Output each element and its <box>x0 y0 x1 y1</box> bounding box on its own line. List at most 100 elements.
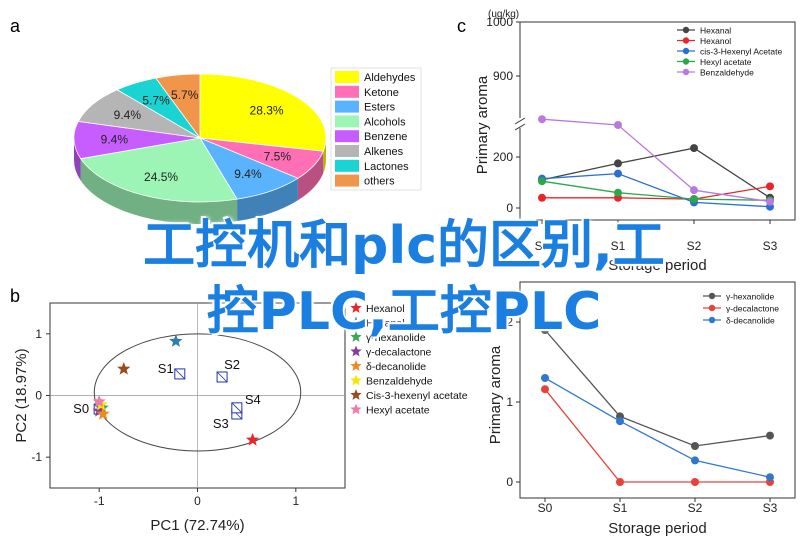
pie-side-0 <box>323 138 326 174</box>
c-xtick-label-0: S0 <box>535 239 550 253</box>
pie-label-5: 9.4% <box>114 108 142 122</box>
c-xlabel: Storage period <box>608 257 706 274</box>
pca-xtick-label-1: 0 <box>194 494 201 508</box>
pca-ylabel: PC2 (18.97%) <box>13 348 30 442</box>
pca-xtick-label-0: -1 <box>94 494 105 508</box>
pca-xlabel: PC1 (72.74%) <box>150 517 244 534</box>
pie-panel: 28.3%7.5%9.4%24.5%9.4%9.4%5.7% 5.7%Aldehy… <box>73 67 422 224</box>
c-ytick-label-0: 1000 <box>486 15 513 29</box>
pie-legend-swatch-0 <box>335 71 359 83</box>
c-point-3-2 <box>690 195 698 204</box>
d-xlabel: Storage period <box>608 520 706 537</box>
pca-panel: -1 0 1 1 0 -1 PC1 (72.74%) PC2 (18.97%) S0 S1 S2 S3… <box>13 302 468 534</box>
d-point-0-3 <box>766 431 774 440</box>
panel-letter-c: c <box>457 16 466 36</box>
pie-label-4: 9.4% <box>101 132 129 146</box>
panel-letter-a: a <box>10 16 21 36</box>
d-series-line-0 <box>544 329 771 447</box>
pca-legend-label-6: Cis-3-hexenyl acetate <box>366 390 468 402</box>
d-legend-dot-1 <box>708 304 716 312</box>
pie-legend-swatch-4 <box>335 130 359 143</box>
pie-label-3: 24.5% <box>144 170 178 184</box>
c-legend-label-0: Hexanal <box>700 26 731 36</box>
c-xtick-label-1: S1 <box>611 239 626 253</box>
c-point-3-0 <box>538 177 546 186</box>
d-point-2-3 <box>766 473 774 482</box>
d-legend-dot-2 <box>708 316 716 324</box>
pie-label-6: 5.7% <box>142 94 170 108</box>
pca-compound-star-1 <box>169 334 183 347</box>
pca-legend-star-2 <box>350 331 362 342</box>
pie-legend-label-1: Ketone <box>364 87 399 99</box>
pie-legend-label-3: Alcohols <box>364 116 406 128</box>
pie-slice-0 <box>199 73 327 152</box>
pca-legend-star-1 <box>350 316 362 328</box>
c-point-0-2 <box>690 144 698 153</box>
c-legend-dot-0 <box>682 26 690 34</box>
c-legend-dot-2 <box>682 47 690 55</box>
pie-legend-swatch-2 <box>335 100 359 113</box>
c-legend-label-2: cis-3-Hexenyl Acetate <box>700 47 782 57</box>
pie-legend-label-0: Aldehydes <box>364 72 416 84</box>
pca-compound-star-0 <box>245 432 260 446</box>
pca-compound-star-6 <box>117 362 131 375</box>
c-ylabel: Primary aroma <box>474 75 491 174</box>
pca-sample-label-0: S0 <box>73 401 89 416</box>
pca-legend-star-5 <box>350 374 362 386</box>
c-ytick-label-1: 900 <box>493 69 513 83</box>
c-ytick-label-3: 0 <box>506 201 513 215</box>
pca-ytick-label-1: 0 <box>35 389 42 403</box>
d-legend-label-1: γ-decalactone <box>726 304 779 314</box>
pca-xtick-label-2: 1 <box>292 494 299 508</box>
c-series-line-3 <box>541 180 771 201</box>
pie-legend-label-4: Benzene <box>364 131 407 143</box>
pca-legend-star-4 <box>350 360 362 371</box>
c-legend-label-1: Hexanol <box>700 36 731 46</box>
pca-legend-label-7: Hexyl acetate <box>366 405 430 417</box>
d-xtick-label-3: S3 <box>763 501 778 515</box>
pca-sample-label-4: S4 <box>245 392 261 407</box>
pca-ytick-label-0: 1 <box>35 327 42 341</box>
pca-legend-label-1: Hexanal <box>366 318 405 330</box>
line-panel-c: 1000 900 200 0 (ug/kg) Primary aroma S0 S1 S2 S3 S… <box>474 9 796 274</box>
pie-slice-3 <box>80 137 238 203</box>
c-legend-label-4: Benzaldehyde <box>700 68 754 78</box>
d-point-1-0 <box>541 385 549 394</box>
pie-legend-swatch-1 <box>335 85 359 98</box>
c-point-1-0 <box>538 193 546 202</box>
d-legend-label-2: δ-decanolide <box>726 316 775 326</box>
pie-side-2 <box>237 178 298 222</box>
pca-ellipse <box>93 333 302 452</box>
d-xtick-label-1: S1 <box>613 501 628 515</box>
pca-sample-cross-1 <box>174 368 186 380</box>
c-xtick-label-2: S2 <box>687 239 702 253</box>
d-point-0-0 <box>541 326 549 334</box>
c-break-mask <box>514 118 526 128</box>
pie-slice-7 <box>155 73 201 140</box>
d-point-2-0 <box>541 374 549 382</box>
c-legend-dot-1 <box>682 37 690 44</box>
d-ytick-label-0: 0 <box>506 475 513 489</box>
pie-legend-label-2: Esters <box>364 102 396 114</box>
pca-compound-star-7 <box>92 394 106 408</box>
c-series-line-0 <box>541 147 771 199</box>
d-ytick-label-2: 2 <box>506 315 513 329</box>
d-ylabel: Primary aroma <box>487 345 504 444</box>
pie-legend-label-5: Alkenes <box>364 146 404 158</box>
d-series-line-2 <box>544 377 771 478</box>
d-point-1-2 <box>691 478 699 486</box>
c-legend-dot-4 <box>682 68 690 76</box>
pie-legend-swatch-6 <box>335 159 359 172</box>
d-legend-label-0: γ-hexanolide <box>726 292 774 302</box>
c-series-line-1 <box>542 185 771 200</box>
pie-legend-swatch-7 <box>335 174 359 187</box>
c-legend-dot-3 <box>682 58 690 65</box>
pca-legend-label-2: γ-hexanolide <box>366 332 426 344</box>
d-point-2-2 <box>691 456 699 465</box>
pca-legend-label-3: γ-decalactone <box>366 347 432 359</box>
pie-legend-swatch-3 <box>335 115 359 128</box>
pca-legend-label-0: Hexanol <box>366 303 405 315</box>
pie-legend-label-7: others <box>364 176 395 188</box>
c-legend-label-3: Hexyl acetate <box>700 57 752 67</box>
c-point-4-3 <box>766 197 774 206</box>
